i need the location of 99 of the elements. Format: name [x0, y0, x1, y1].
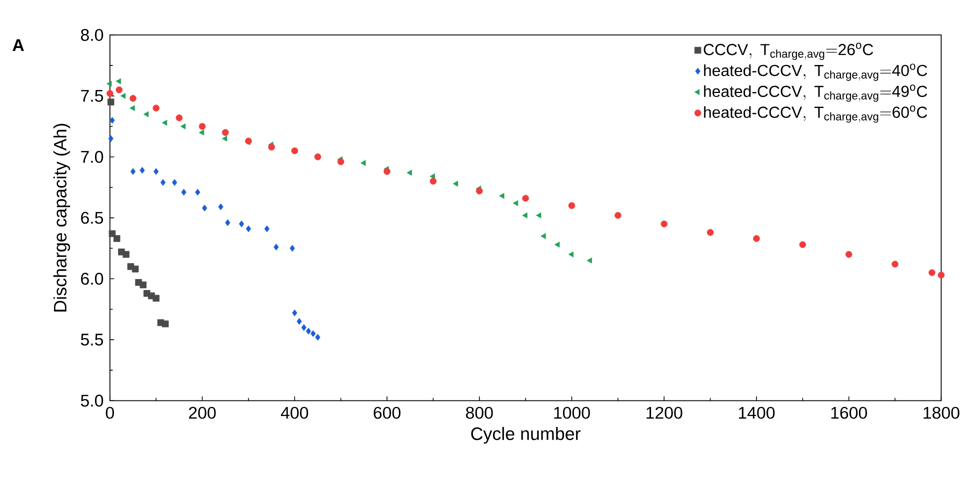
point: [222, 129, 229, 136]
point: [246, 226, 252, 232]
point: [238, 220, 244, 228]
point: [938, 272, 945, 279]
point: [122, 251, 130, 258]
legend-label: $\mathrm{heated\mbox{-}CCCV,\ T_{charge,avg}{=}40^{o}C}$: [704, 64, 928, 82]
point: [614, 212, 622, 219]
point: [274, 244, 279, 251]
x-tick-label: 800: [466, 407, 493, 420]
point: [540, 233, 546, 240]
x-tick-label: 1200: [646, 407, 682, 420]
point: [130, 95, 136, 102]
point: [160, 179, 166, 186]
point: [162, 320, 169, 328]
point: [116, 78, 121, 84]
point: [108, 135, 114, 142]
point: [132, 266, 139, 273]
y-tick-label: 7.0: [81, 151, 104, 164]
point: [130, 105, 135, 112]
point: [140, 282, 147, 288]
x-tick-label: 0: [106, 407, 114, 420]
point: [107, 98, 114, 106]
point: [452, 180, 458, 187]
point: [568, 202, 576, 210]
y-tick-label: 7.5: [81, 90, 104, 102]
point: [306, 328, 312, 335]
point: [296, 318, 302, 326]
x-tick-label: 600: [374, 407, 400, 420]
point: [162, 120, 168, 126]
point: [120, 93, 126, 100]
point: [264, 226, 270, 232]
point: [181, 189, 186, 196]
point: [202, 204, 208, 212]
legend-label: $\mathrm{heated\mbox{-}CCCV,\ T_{charge,avg}{=}49^{o}C}$: [704, 84, 928, 102]
point: [154, 168, 159, 176]
point: [198, 123, 206, 130]
point: [536, 212, 542, 219]
point: [430, 178, 437, 185]
x-tick-label: 1800: [924, 407, 960, 420]
point: [301, 324, 306, 332]
point: [554, 242, 560, 248]
y-tick-label: 6.0: [81, 272, 104, 285]
point: [143, 111, 149, 118]
point: [268, 144, 275, 151]
point: [106, 90, 114, 98]
point: [291, 148, 298, 154]
text: A: [12, 40, 24, 52]
point: [568, 252, 574, 258]
point: [310, 330, 316, 338]
point: [753, 235, 760, 242]
point: [222, 136, 228, 142]
point: [928, 269, 936, 276]
y-tick-label: 5.0: [80, 394, 104, 407]
x-tick-label: 200: [189, 407, 216, 420]
point: [218, 204, 224, 210]
y-tick-label: 6.5: [81, 212, 104, 224]
x-axis-title: Cycle number: [471, 427, 580, 444]
point: [512, 200, 518, 206]
point: [586, 258, 592, 264]
point: [360, 160, 366, 166]
point: [140, 167, 145, 174]
point: [172, 179, 178, 186]
point: [110, 117, 115, 124]
legend-label: $\mathrm{heated\mbox{-}CCCV,\ T_{charge,avg}{=}60^{o}C}$: [704, 106, 928, 123]
point: [198, 130, 204, 136]
point: [706, 229, 714, 236]
point: [106, 80, 112, 87]
point: [892, 260, 898, 268]
y-tick-label: 5.5: [80, 334, 104, 346]
point: [522, 195, 529, 202]
point: [130, 168, 136, 176]
y-tick-label: 8.0: [80, 29, 104, 42]
point: [660, 220, 668, 228]
point: [315, 334, 320, 341]
x-tick-label: 1600: [831, 407, 868, 420]
point: [152, 295, 160, 302]
point: [384, 168, 390, 176]
point: [176, 114, 183, 122]
point: [180, 124, 186, 130]
legend-label: $\mathrm{CCCV,\ T_{charge,avg}{=}26^{o}C}$: [704, 43, 874, 60]
x-tick-label: 400: [280, 407, 308, 420]
point: [292, 310, 298, 316]
point: [406, 170, 412, 176]
y-axis-title: Discharge capacity (Ah): [53, 124, 70, 312]
point: [113, 235, 120, 242]
x-tick-label: 1000: [554, 407, 590, 420]
point: [476, 188, 483, 195]
point: [522, 212, 528, 219]
point: [116, 86, 123, 94]
point: [799, 241, 806, 248]
point: [152, 104, 160, 112]
x-tick-label: 1400: [738, 407, 775, 420]
point: [225, 220, 230, 226]
point: [290, 245, 295, 252]
point: [499, 193, 504, 200]
point: [845, 251, 852, 258]
point: [337, 158, 344, 166]
point: [108, 230, 116, 238]
point: [195, 189, 200, 196]
